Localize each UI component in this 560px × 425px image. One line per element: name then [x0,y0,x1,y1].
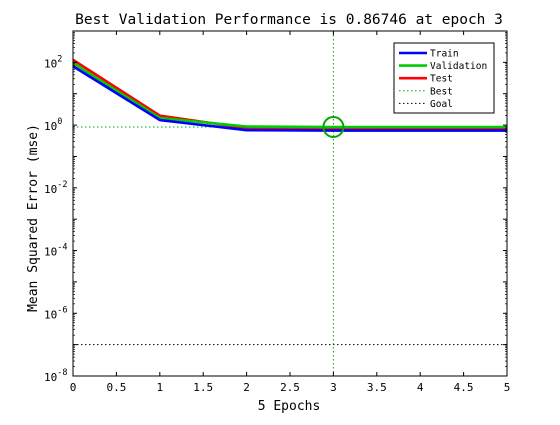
chart-title: Best Validation Performance is 0.86746 a… [75,12,503,28]
legend-label-train: Train [430,49,459,60]
x-tick-label: 1 [156,381,163,394]
series-line-test [72,58,507,130]
y-tick-label: 102 [44,54,62,70]
x-tick-label: 3.5 [367,381,387,394]
x-tick-label: 1.5 [193,381,213,394]
x-tick-label: 3 [330,381,337,394]
x-tick-label: 0 [70,381,77,394]
legend-label-goal: Goal [430,99,453,110]
y-axis-label: Mean Squared Error (mse) [26,124,41,312]
legend-label-validation: Validation [430,61,487,72]
series-line-validation [72,61,507,129]
plot-layer: 0 0.5 1 1.5 2 2.5 3 3.5 4 4.5 5 10-8 10-6 10-4 10-2 100… [44,30,511,394]
series-line-train [72,65,507,132]
legend-label-test: Test [430,74,453,85]
best-point-marker [322,116,345,139]
x-tick-label: 2.5 [280,381,300,394]
x-axis-label: 5 Epochs [258,399,321,414]
y-tick-label: 10-6 [44,305,68,321]
x-tick-label: 2 [243,381,250,394]
y-tick-label: 100 [44,117,62,133]
x-tick-label: 4 [417,381,424,394]
x-tick-label: 0.5 [106,381,126,394]
y-tick-label: 10-8 [44,368,68,384]
x-tick-label: 4.5 [454,381,474,394]
y-tick-label: 10-4 [44,243,68,259]
y-tick-label: 10-2 [44,180,68,196]
legend-label-best: Best [430,86,453,97]
x-tick-label: 5 [504,381,511,394]
